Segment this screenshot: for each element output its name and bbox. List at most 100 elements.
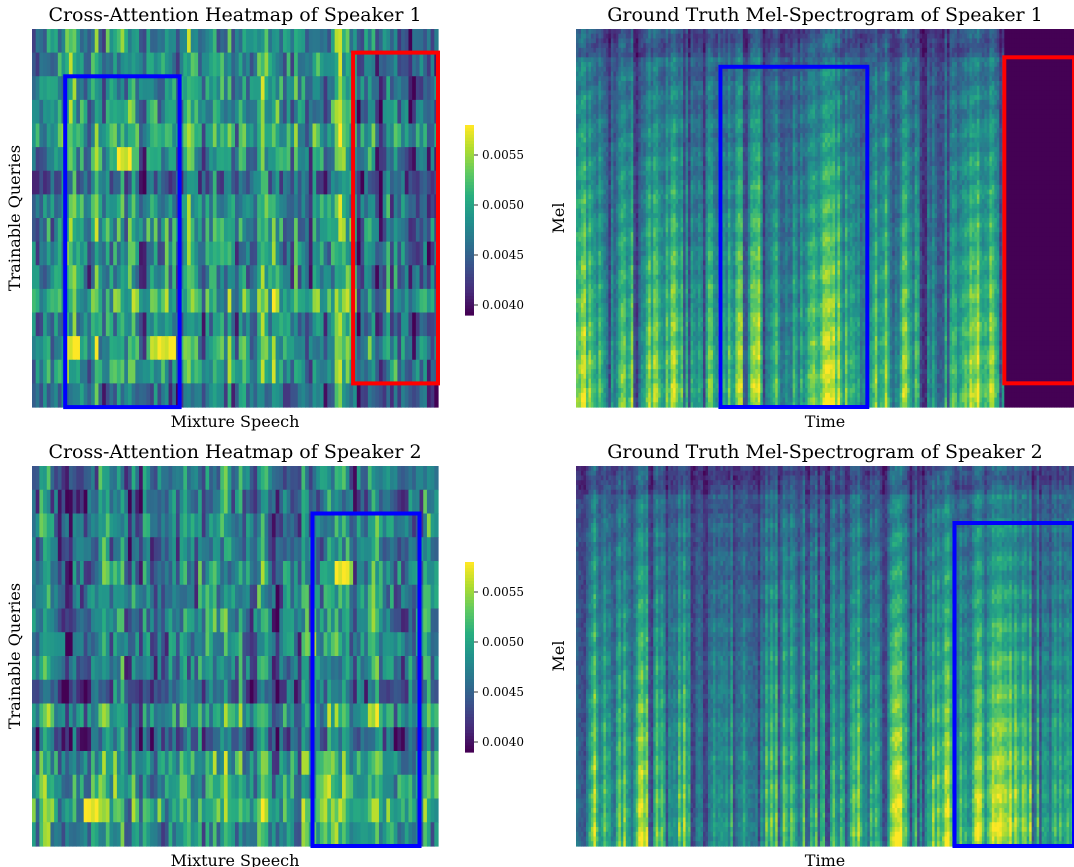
heatmap-cell: [154, 289, 158, 313]
heatmap-cell: [265, 383, 269, 407]
heatmap-cell: [157, 100, 161, 124]
heatmap-cell: [154, 218, 158, 242]
heatmap-cell: [309, 383, 313, 407]
heatmap-cell: [405, 360, 409, 384]
heatmap-cell: [416, 289, 420, 313]
heatmap-cell: [172, 29, 176, 53]
heatmap-cell: [231, 171, 235, 195]
heatmap-cell: [342, 265, 346, 289]
heatmap-cell: [246, 265, 250, 289]
heatmap-cell: [73, 76, 77, 100]
heatmap-cell: [43, 76, 47, 100]
heatmap-cell: [386, 100, 390, 124]
heatmap-cell: [150, 313, 154, 337]
heatmap-cell: [154, 100, 158, 124]
heatmap-cell: [272, 124, 276, 148]
heatmap-cell: [394, 194, 398, 218]
heatmap-cell: [76, 100, 80, 124]
heatmap-cell: [386, 124, 390, 148]
heatmap-cell: [180, 53, 184, 77]
heatmap-cell: [412, 100, 416, 124]
heatmap-cell: [124, 100, 128, 124]
heatmap-cell: [47, 289, 51, 313]
heatmap-cell: [98, 29, 102, 53]
heatmap-cell: [87, 124, 91, 148]
heatmap-cell: [217, 218, 221, 242]
heatmap-cell: [298, 171, 302, 195]
heatmap-cell: [408, 29, 412, 53]
heatmap-cell: [427, 100, 431, 124]
heatmap-cell: [408, 336, 412, 360]
heatmap-cell: [139, 265, 143, 289]
heatmap-cell: [405, 313, 409, 337]
heatmap-cell: [165, 336, 169, 360]
heatmap-cell: [235, 29, 239, 53]
heatmap-cell: [113, 336, 117, 360]
heatmap-cell: [128, 265, 132, 289]
heatmap-cell: [146, 194, 150, 218]
heatmap-cell: [43, 194, 47, 218]
heatmap-cell: [253, 100, 257, 124]
heatmap-cell: [316, 265, 320, 289]
heatmap-cell: [95, 147, 99, 171]
heatmap-cell: [76, 147, 80, 171]
heatmap-cell: [50, 289, 54, 313]
heatmap-cell: [412, 242, 416, 266]
heatmap-cell: [36, 29, 40, 53]
heatmap-cell: [412, 360, 416, 384]
heatmap-cell: [320, 100, 324, 124]
heatmap-cell: [427, 147, 431, 171]
heatmap-cell: [420, 242, 424, 266]
heatmap-cell: [154, 265, 158, 289]
heatmap-cell: [169, 194, 173, 218]
heatmap-cell: [95, 265, 99, 289]
heatmap-cell: [161, 242, 165, 266]
heatmap-cell: [423, 289, 427, 313]
heatmap-cell: [272, 100, 276, 124]
heatmap-cell: [253, 218, 257, 242]
heatmap-cell: [427, 53, 431, 77]
heatmap-cell: [246, 147, 250, 171]
heatmap-cell: [431, 218, 435, 242]
heatmap-cell: [401, 218, 405, 242]
heatmap-cell: [157, 242, 161, 266]
heatmap-cell: [250, 171, 254, 195]
heatmap-cell: [242, 242, 246, 266]
heatmap-cell: [287, 242, 291, 266]
heatmap-cell: [390, 265, 394, 289]
heatmap-cell: [73, 289, 77, 313]
heatmap-cell: [383, 100, 387, 124]
heatmap-cell: [143, 147, 147, 171]
heatmap-cell: [135, 194, 139, 218]
heatmap-cell: [239, 124, 243, 148]
heatmap-cell: [47, 53, 51, 77]
heatmap-cell: [135, 218, 139, 242]
heatmap-cell: [423, 218, 427, 242]
heatmap-cell: [124, 76, 128, 100]
heatmap-cell: [213, 265, 217, 289]
heatmap-cell: [390, 242, 394, 266]
heatmap-cell: [265, 289, 269, 313]
heatmap-cell: [427, 265, 431, 289]
heatmap-cell: [394, 242, 398, 266]
heatmap-cell: [316, 124, 320, 148]
heatmap-cell: [364, 100, 368, 124]
heatmap-cell: [346, 147, 350, 171]
heatmap-cell: [95, 360, 99, 384]
x-axis-label: Mixture Speech: [171, 412, 300, 431]
heatmap-cell: [228, 29, 232, 53]
heatmap-cell: [257, 218, 261, 242]
heatmap-cell: [246, 171, 250, 195]
heatmap-cell: [143, 53, 147, 77]
heatmap-cell: [412, 289, 416, 313]
heatmap-cell: [338, 194, 342, 218]
heatmap-cell: [154, 29, 158, 53]
heatmap-cell: [313, 218, 317, 242]
heatmap-cell: [154, 171, 158, 195]
heatmap-cell: [338, 313, 342, 337]
heatmap-cell: [58, 265, 62, 289]
heatmap-cell: [268, 124, 272, 148]
heatmap-cell: [95, 29, 99, 53]
heatmap-cell: [224, 100, 228, 124]
heatmap-cell: [357, 218, 361, 242]
